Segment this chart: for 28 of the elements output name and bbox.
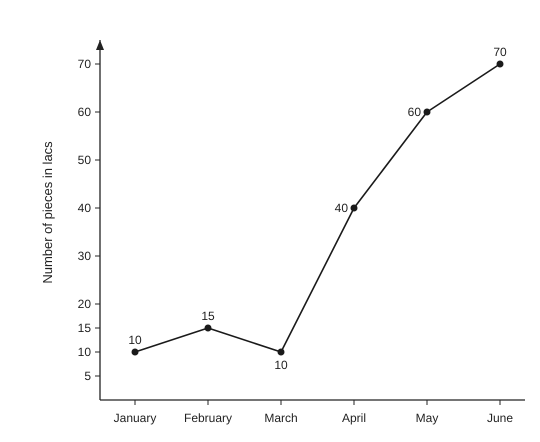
y-tick-label: 40 — [78, 201, 92, 215]
x-tick-label: March — [264, 411, 298, 425]
data-label: 60 — [408, 105, 422, 119]
x-tick-label: May — [416, 411, 438, 425]
point — [132, 348, 138, 356]
data-label: 10 — [128, 333, 142, 347]
x-tick-label: June — [486, 411, 514, 425]
data-label: 10 — [274, 358, 288, 372]
y-tick-label: 10 — [78, 345, 92, 359]
data-label: 40 — [334, 201, 348, 215]
x-tick-label: February — [184, 411, 232, 425]
y-tick-label: 60 — [78, 105, 92, 119]
y-tick-label: 20 — [78, 297, 92, 311]
point — [424, 108, 430, 116]
point — [278, 348, 284, 356]
x-tick-label: April — [342, 411, 366, 425]
point — [204, 324, 212, 332]
data-label: 70 — [493, 45, 507, 59]
point — [350, 204, 358, 212]
y-tick-label: 5 — [84, 369, 92, 383]
x-tick-label: January — [114, 411, 156, 425]
y-tick-label: 70 — [78, 57, 92, 71]
y-axis-title: Number of pieces in lacs — [40, 140, 55, 284]
data-label: 15 — [201, 309, 215, 323]
point — [496, 60, 504, 68]
y-tick-label: 30 — [78, 249, 92, 263]
y-tick-label: 50 — [78, 153, 92, 167]
y-tick-label: 15 — [78, 321, 92, 335]
